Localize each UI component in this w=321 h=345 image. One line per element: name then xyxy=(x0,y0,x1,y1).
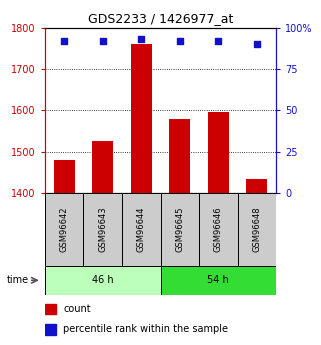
Text: count: count xyxy=(64,304,91,314)
Text: GSM96642: GSM96642 xyxy=(60,207,69,252)
Bar xyxy=(246,179,267,193)
Bar xyxy=(45,304,56,314)
Bar xyxy=(160,193,199,266)
Point xyxy=(62,38,67,43)
Bar xyxy=(131,44,152,193)
Text: 46 h: 46 h xyxy=(92,275,114,285)
Text: GSM96648: GSM96648 xyxy=(252,207,261,252)
Bar xyxy=(122,193,160,266)
Text: time: time xyxy=(6,275,29,285)
Bar xyxy=(54,160,75,193)
Bar xyxy=(45,324,56,335)
Point xyxy=(100,38,105,43)
Text: percentile rank within the sample: percentile rank within the sample xyxy=(64,325,229,334)
Bar xyxy=(92,141,113,193)
Bar xyxy=(169,119,190,193)
Text: GSM96643: GSM96643 xyxy=(98,207,107,252)
Title: GDS2233 / 1426977_at: GDS2233 / 1426977_at xyxy=(88,12,233,25)
Point xyxy=(254,41,259,47)
Bar xyxy=(160,266,276,295)
Point xyxy=(177,38,182,43)
Bar xyxy=(238,193,276,266)
Text: GSM96644: GSM96644 xyxy=(137,207,146,252)
Point xyxy=(139,37,144,42)
Bar xyxy=(199,193,238,266)
Text: GSM96645: GSM96645 xyxy=(175,207,184,252)
Bar xyxy=(83,193,122,266)
Point xyxy=(216,38,221,43)
Text: GSM96646: GSM96646 xyxy=(214,207,223,252)
Text: 54 h: 54 h xyxy=(207,275,229,285)
Bar xyxy=(45,266,160,295)
Bar xyxy=(208,112,229,193)
Bar xyxy=(45,193,83,266)
